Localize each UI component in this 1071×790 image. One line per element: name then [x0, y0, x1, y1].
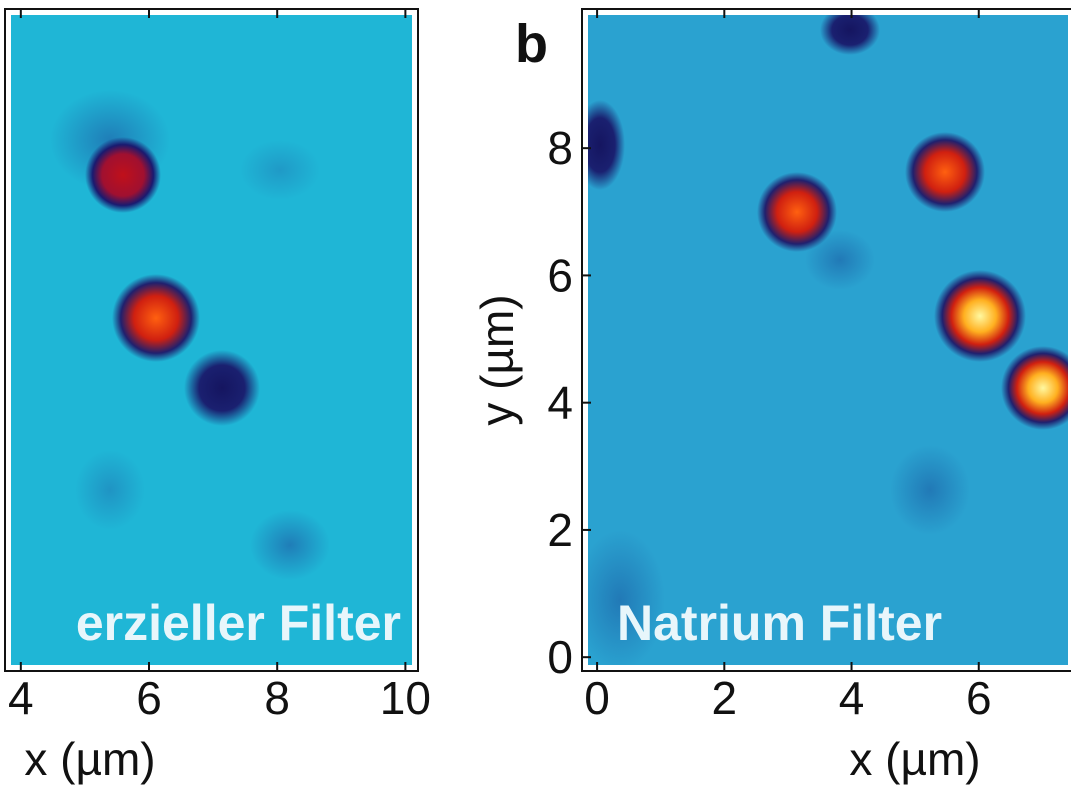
x-tick-label: 10	[380, 672, 431, 724]
x-tick-label: 0	[584, 672, 610, 724]
frame	[581, 8, 1071, 672]
x-tick-label: 2	[712, 672, 738, 724]
x-tick-label: 4	[8, 672, 34, 724]
y-tick-label: 6	[547, 249, 573, 301]
y-tick-label: 8	[547, 122, 573, 174]
y-tick-label: 4	[547, 377, 573, 429]
x-tick-label: 4	[839, 672, 865, 724]
x-tick-label: 8	[264, 672, 290, 724]
heatmap-image	[585, 14, 1071, 666]
y-tick-label: 0	[547, 631, 573, 683]
x-tick-label: 6	[136, 672, 162, 724]
annotation: Natrium Filter	[617, 595, 942, 651]
y-axis-label: y (µm)	[471, 294, 523, 425]
frame	[582, 9, 1071, 671]
frame	[4, 8, 419, 672]
annotation: erzieller Filter	[76, 595, 401, 651]
x-tick-label: 6	[966, 672, 992, 724]
x-axis-label: x (µm)	[24, 733, 155, 785]
heatmap-image	[8, 14, 413, 666]
x-axis-label: x (µm)	[849, 733, 980, 785]
y-tick-label: 2	[547, 504, 573, 556]
frame	[5, 9, 418, 671]
panel-label: b	[515, 14, 548, 74]
